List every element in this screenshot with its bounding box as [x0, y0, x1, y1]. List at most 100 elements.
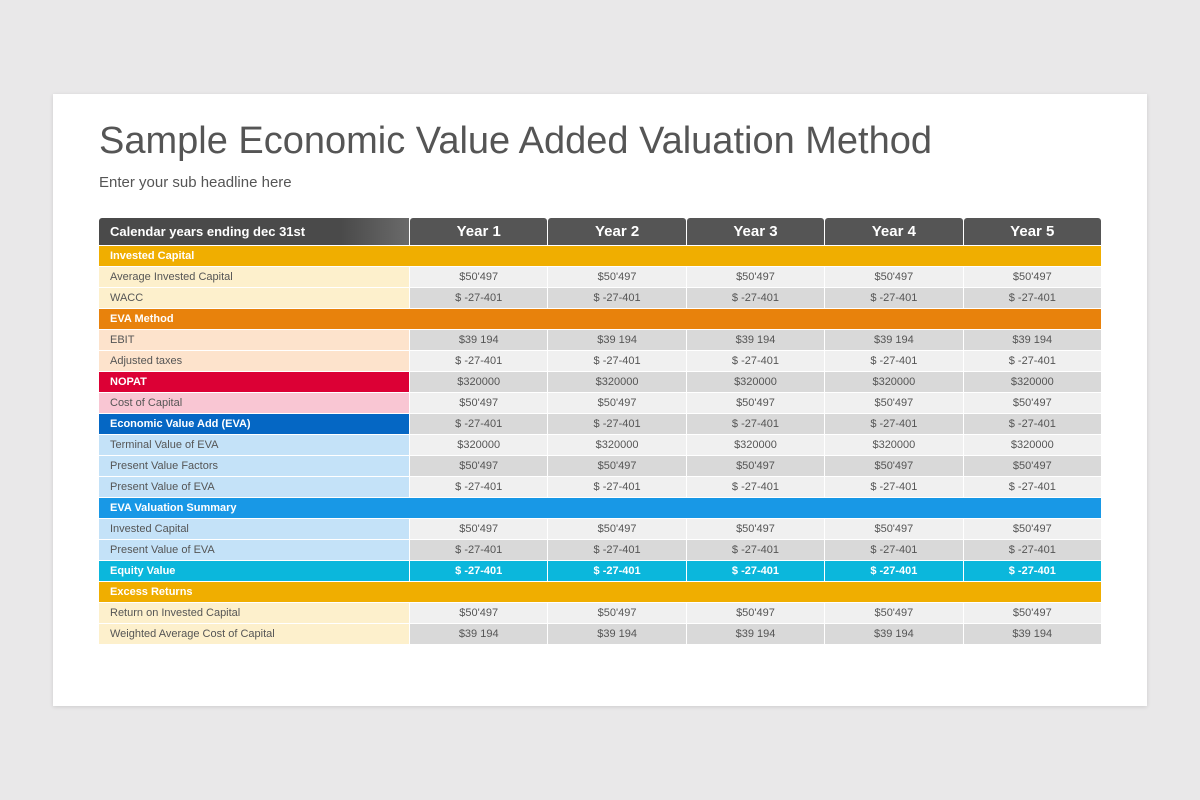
row-label: Present Value Factors: [99, 456, 409, 476]
table-row: Terminal Value of EVA $320000 $320000 $3200…: [99, 435, 1101, 455]
row-label: Average Invested Capital: [99, 267, 409, 287]
value-cell: $50'497: [963, 267, 1101, 287]
value-cell: $320000: [410, 435, 548, 455]
table: Calendar years ending dec 31st Year 1 Year…: [98, 217, 1102, 645]
value-cell: $320000: [686, 435, 825, 455]
table-row: Weighted Average Cost of Capital $39 194 $…: [99, 624, 1101, 644]
header-row: Calendar years ending dec 31st Year 1 Year…: [99, 218, 1101, 245]
value-cell: $50'497: [825, 519, 963, 539]
value-cell: $50'497: [548, 603, 686, 623]
value-cell: $ -27-401: [410, 288, 548, 308]
value-cell: $39 194: [686, 624, 825, 644]
header-cell: Year 5: [963, 218, 1101, 245]
value-cell: $320000: [548, 372, 686, 392]
value-cell: $50'497: [686, 519, 825, 539]
value-cell: $ -27-401: [686, 351, 825, 371]
row-label: Terminal Value of EVA: [99, 435, 409, 455]
value-cell: $ -27-401: [963, 477, 1101, 497]
section-row: EVA Valuation Summary: [99, 498, 1101, 518]
value-cell: $ -27-401: [686, 477, 825, 497]
value-cell: $50'497: [825, 393, 963, 413]
value-cell: $ -27-401: [825, 351, 963, 371]
section-label: EVA Method: [99, 309, 1101, 329]
value-cell: $ -27-401: [825, 288, 963, 308]
subtitle: Enter your sub headline here: [99, 174, 292, 191]
value-cell: $320000: [963, 372, 1101, 392]
value-cell: $50'497: [410, 603, 548, 623]
table-row: Average Invested Capital $50'497 $50'497 $5…: [99, 267, 1101, 287]
header-cell: Year 4: [825, 218, 963, 245]
value-cell: $50'497: [963, 456, 1101, 476]
value-cell: $320000: [686, 372, 825, 392]
table-row: Present Value of EVA $ -27-401 $ -27-401 $ …: [99, 540, 1101, 560]
value-cell: $39 194: [410, 330, 548, 350]
value-cell: $39 194: [825, 330, 963, 350]
title: Sample Economic Value Added Valuation Me…: [99, 120, 933, 162]
value-cell: $320000: [825, 372, 963, 392]
value-cell: $39 194: [548, 624, 686, 644]
table-body: Invested Capital Average Invested Capital…: [99, 246, 1101, 644]
value-cell: $ -27-401: [825, 414, 963, 434]
header-cell: Year 2: [548, 218, 686, 245]
value-cell: $ -27-401: [548, 477, 686, 497]
value-cell: $ -27-401: [410, 414, 548, 434]
row-label: Weighted Average Cost of Capital: [99, 624, 409, 644]
value-cell: $ -27-401: [825, 477, 963, 497]
value-cell: $50'497: [686, 267, 825, 287]
value-cell: $39 194: [686, 330, 825, 350]
header-cell: Calendar years ending dec 31st: [99, 218, 409, 245]
row-label: Equity Value: [99, 561, 409, 581]
value-cell: $50'497: [548, 519, 686, 539]
table-row: WACC $ -27-401 $ -27-401 $ -27-401 $ -27-401…: [99, 288, 1101, 308]
value-cell: $ -27-401: [963, 561, 1101, 581]
row-label: WACC: [99, 288, 409, 308]
table-row: Economic Value Add (EVA) $ -27-401 $ -27-4…: [99, 414, 1101, 434]
value-cell: $ -27-401: [825, 561, 963, 581]
value-cell: $50'497: [410, 456, 548, 476]
row-label: Adjusted taxes: [99, 351, 409, 371]
value-cell: $50'497: [963, 603, 1101, 623]
table-row: NOPAT $320000 $320000 $320000 $320000 $320000: [99, 372, 1101, 392]
header-cell: Year 1: [410, 218, 548, 245]
section-row: Excess Returns: [99, 582, 1101, 602]
row-label: Present Value of EVA: [99, 477, 409, 497]
value-cell: $50'497: [686, 393, 825, 413]
slide: Sample Economic Value Added Valuation Me…: [53, 94, 1147, 706]
row-label: Return on Invested Capital: [99, 603, 409, 623]
value-cell: $50'497: [548, 393, 686, 413]
value-cell: $ -27-401: [548, 351, 686, 371]
value-cell: $50'497: [825, 603, 963, 623]
value-cell: $39 194: [963, 624, 1101, 644]
value-cell: $ -27-401: [686, 414, 825, 434]
section-label: Invested Capital: [99, 246, 1101, 266]
section-label: Excess Returns: [99, 582, 1101, 602]
value-cell: $ -27-401: [410, 561, 548, 581]
value-cell: $320000: [963, 435, 1101, 455]
value-cell: $ -27-401: [825, 540, 963, 560]
value-cell: $320000: [825, 435, 963, 455]
row-label: NOPAT: [99, 372, 409, 392]
value-cell: $39 194: [410, 624, 548, 644]
value-cell: $ -27-401: [548, 414, 686, 434]
value-cell: $39 194: [548, 330, 686, 350]
value-cell: $ -27-401: [686, 288, 825, 308]
table-row: Present Value Factors $50'497 $50'497 $50'4…: [99, 456, 1101, 476]
value-cell: $ -27-401: [963, 288, 1101, 308]
table-row: Present Value of EVA $ -27-401 $ -27-401 $ …: [99, 477, 1101, 497]
value-cell: $50'497: [686, 603, 825, 623]
value-cell: $50'497: [825, 267, 963, 287]
value-cell: $50'497: [410, 393, 548, 413]
table-row: Cost of Capital $50'497 $50'497 $50'497 $50'…: [99, 393, 1101, 413]
value-cell: $50'497: [963, 519, 1101, 539]
value-cell: $ -27-401: [410, 351, 548, 371]
value-cell: $320000: [548, 435, 686, 455]
row-label: Invested Capital: [99, 519, 409, 539]
value-cell: $ -27-401: [963, 540, 1101, 560]
row-label: EBIT: [99, 330, 409, 350]
value-cell: $50'497: [548, 267, 686, 287]
table-row: Equity Value $ -27-401 $ -27-401 $ -27-401 $…: [99, 561, 1101, 581]
value-cell: $50'497: [825, 456, 963, 476]
value-cell: $39 194: [963, 330, 1101, 350]
row-label: Present Value of EVA: [99, 540, 409, 560]
